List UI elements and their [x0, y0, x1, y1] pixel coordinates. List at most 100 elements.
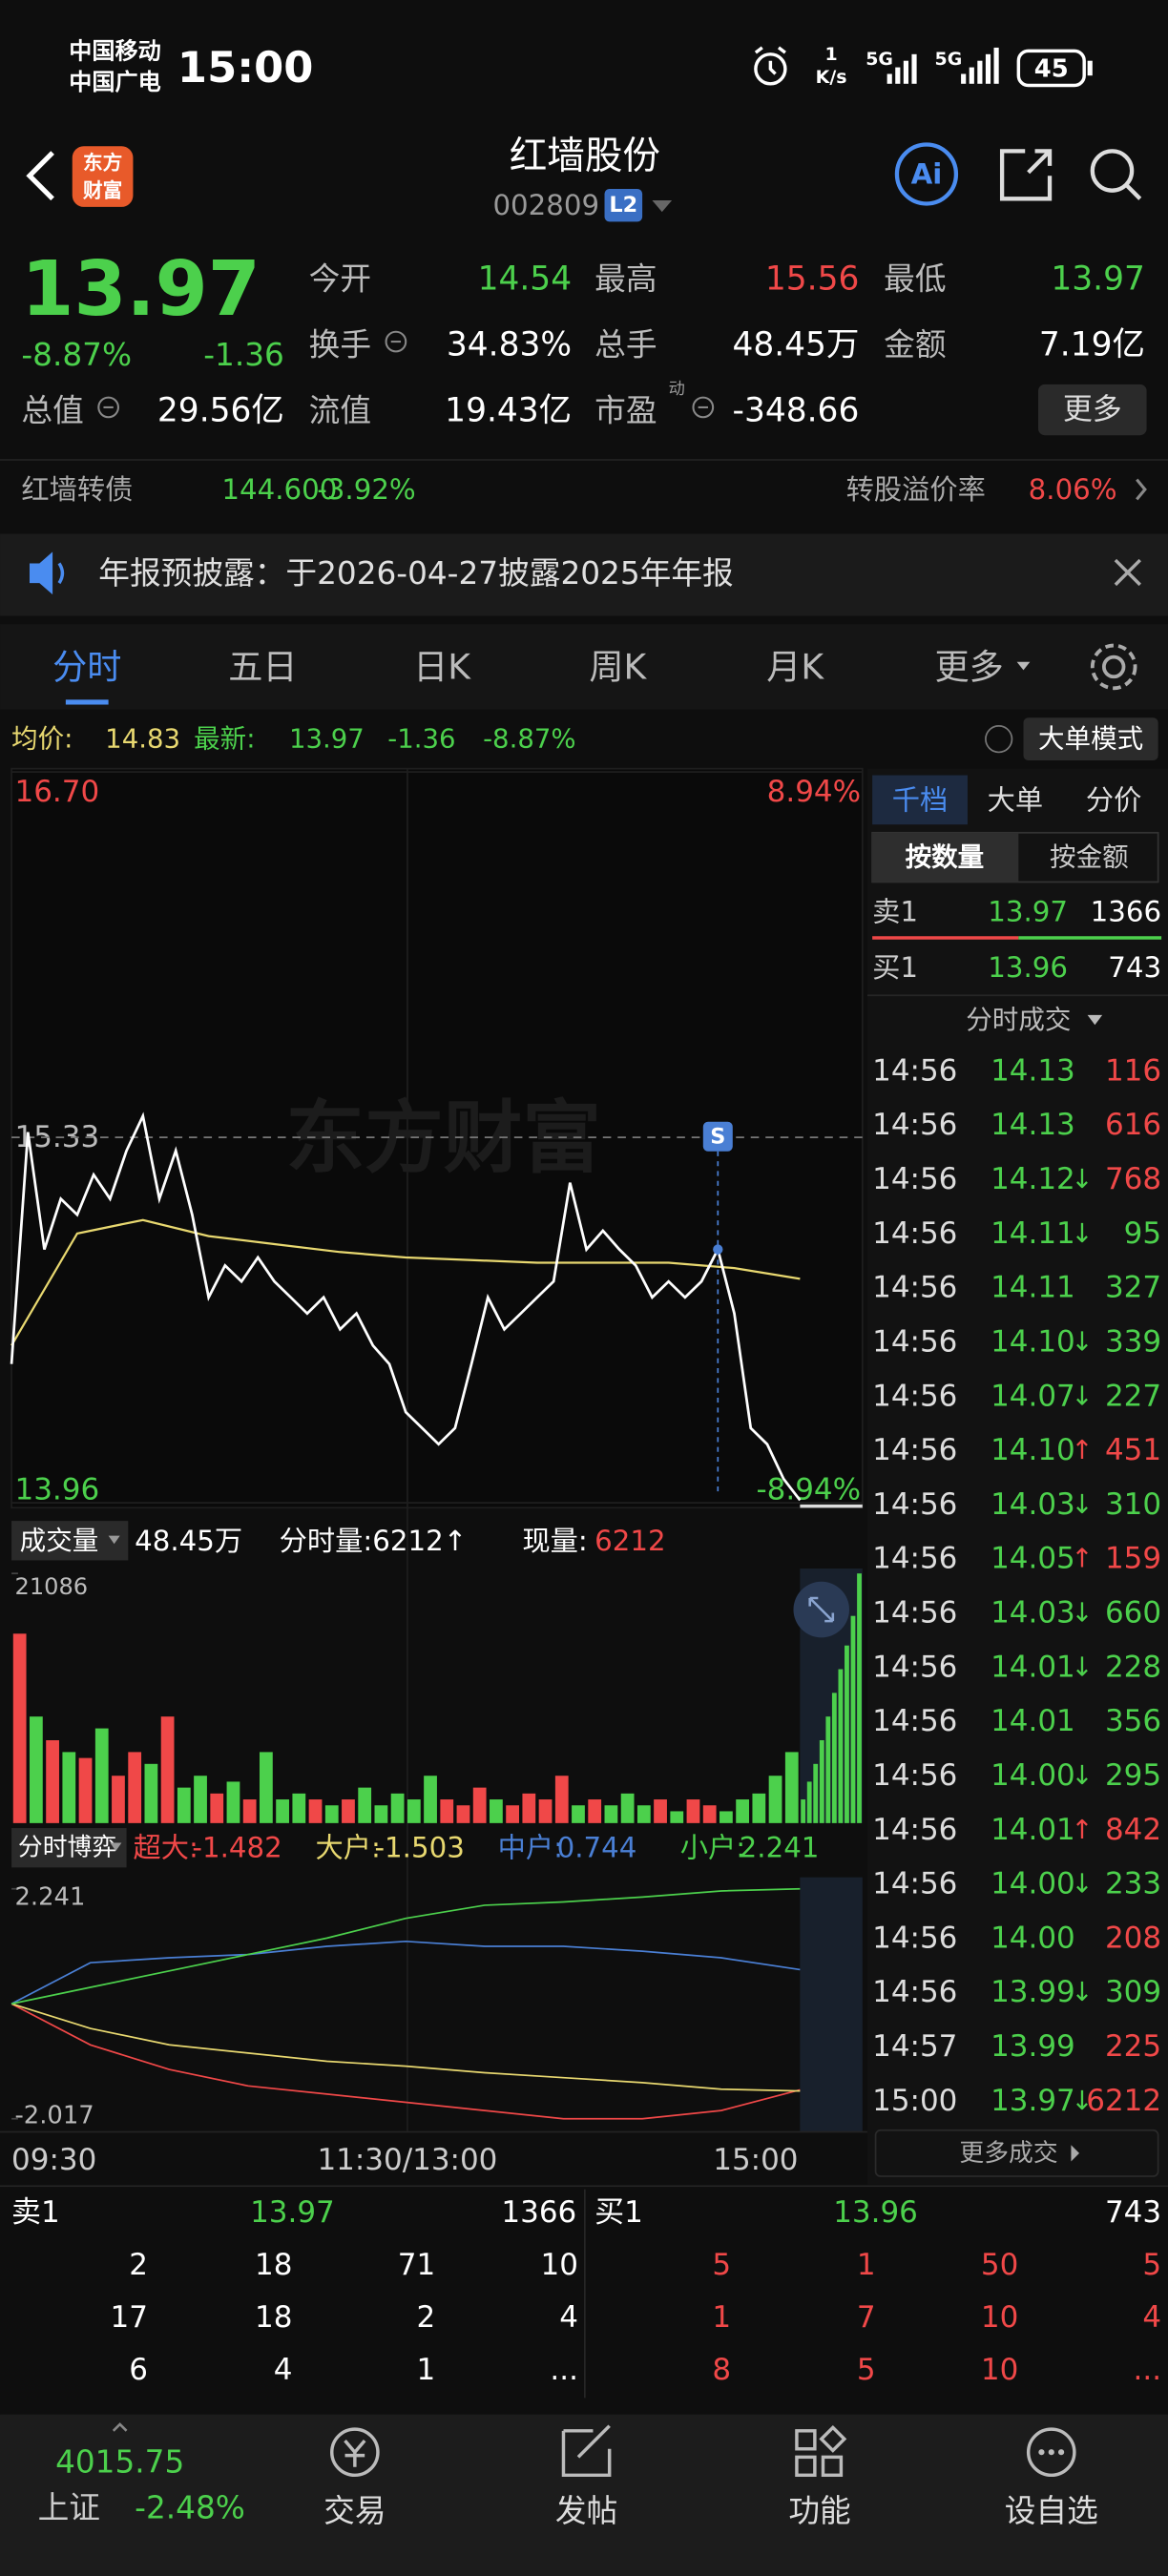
trade-price: 14.01 [991, 1813, 1075, 1847]
code-dropdown[interactable] [652, 200, 673, 213]
more-button[interactable] [1037, 384, 1147, 436]
premium-value: 8.06% [1029, 473, 1117, 506]
book-depth: 10 [541, 2248, 578, 2282]
avg-label: 均价: [11, 724, 73, 755]
tab-band [0, 624, 1168, 710]
panel-tab[interactable]: 大单 [988, 783, 1044, 816]
trade-time: 14:56 [872, 1379, 957, 1413]
more-trades-button[interactable] [874, 2129, 1159, 2177]
volume-bar [210, 1793, 224, 1823]
share-button[interactable] [999, 149, 1053, 201]
trade-volume: 116 [1105, 1053, 1161, 1088]
book-depth: 6 [129, 2353, 148, 2387]
chart-tab[interactable]: 五日 [228, 646, 297, 687]
quote-price: 13.97 [988, 895, 1068, 927]
panel-tab-active [872, 775, 968, 825]
volume-bar [177, 1787, 191, 1823]
volume-bar [342, 1799, 355, 1823]
trade-volume: 616 [1105, 1108, 1161, 1142]
nav-item[interactable]: 功能 [788, 2493, 850, 2529]
index-name: 上证 [38, 2490, 100, 2526]
logo[interactable] [72, 146, 134, 207]
trade-price: 14.03 [991, 1487, 1075, 1522]
nav-item[interactable]: 发帖 [555, 2493, 617, 2529]
volume-bar [572, 1805, 585, 1823]
volume-bar [736, 1799, 750, 1823]
chart-tab[interactable]: 更多 [935, 646, 1004, 687]
trade-time: 14:56 [872, 1053, 957, 1088]
book-label: 卖1 [11, 2195, 60, 2230]
book-depth: 17 [111, 2300, 148, 2335]
close-notice[interactable] [1114, 558, 1141, 587]
trade-direction: ↓ [1071, 1326, 1093, 1357]
mode-option[interactable]: 按金额 [1050, 842, 1129, 873]
settings-button[interactable] [1090, 643, 1137, 691]
mode-button[interactable] [1023, 717, 1158, 761]
trade-direction: ↓ [1071, 1598, 1093, 1629]
legend-name: 大户: [316, 1832, 381, 1864]
logo-text: 东方 [83, 151, 122, 174]
volume-bar [324, 1805, 339, 1823]
nav-item[interactable]: 设自选 [1005, 2493, 1098, 2529]
help-icon [985, 725, 1013, 754]
book-depth: ... [550, 2353, 578, 2387]
book-depth: 5 [712, 2248, 731, 2282]
book-depth: 10 [981, 2300, 1018, 2335]
book-depth: 18 [255, 2300, 292, 2335]
trade-direction: ↑ [1071, 1544, 1093, 1574]
search-button[interactable] [1090, 149, 1142, 200]
game-header-box[interactable] [11, 1828, 127, 1868]
trade-time: 14:56 [872, 1216, 957, 1251]
trade-time: 14:56 [872, 1324, 957, 1359]
change: -1.36 [203, 337, 284, 373]
status-icons [754, 46, 1086, 88]
volume-bar [538, 1799, 553, 1823]
trade-volume: 233 [1105, 1867, 1161, 1901]
volume-bar [374, 1805, 388, 1823]
trade-direction: ↑ [1071, 1435, 1093, 1465]
nav-icons [330, 2424, 1076, 2478]
book-depth: 2 [129, 2248, 148, 2282]
stat-label: 总值 [21, 392, 83, 428]
minute-volume: 分时量:6212↑ [280, 1525, 468, 1557]
signal-badge[interactable] [702, 1121, 733, 1152]
back-button[interactable] [26, 151, 54, 201]
legend-name: 中户: [498, 1832, 563, 1864]
trade-time: 14:56 [872, 1487, 957, 1522]
latest-change: -1.36 [387, 724, 455, 755]
book-depth: 5 [1142, 2248, 1161, 2282]
book-depth: 4 [1142, 2300, 1161, 2335]
trade-direction: ↓ [1071, 1164, 1093, 1195]
book-depth: 4 [274, 2353, 293, 2387]
chart-tab[interactable]: 日K [413, 646, 471, 687]
chart-tab[interactable]: 月K [766, 646, 824, 687]
y-tick-label: 21086 [15, 1573, 89, 1600]
mode-option[interactable]: 按数量 [906, 842, 985, 873]
nav-item[interactable]: 交易 [323, 2493, 386, 2529]
volume-bar [242, 1799, 257, 1823]
volume-bar [440, 1799, 454, 1823]
volume-header-box[interactable] [11, 1521, 129, 1561]
change-pct: -8.87% [21, 337, 132, 373]
y-tick-label: 16.70 [15, 775, 100, 809]
panel-tab[interactable]: 千档 [892, 783, 948, 816]
trade-direction: ↓ [1071, 1869, 1093, 1900]
chart-tab[interactable]: 周K [589, 646, 647, 687]
legend-value: 2.241 [740, 1832, 820, 1864]
trade-time: 14:56 [872, 1108, 957, 1142]
volume-bar [94, 1728, 109, 1823]
trade-price: 13.99 [991, 1975, 1075, 2009]
ai-button[interactable]: Ai [894, 142, 959, 206]
speaker-icon [29, 551, 53, 595]
chart-tab[interactable]: 分时 [52, 646, 121, 687]
trade-volume: 159 [1105, 1542, 1161, 1576]
bond-name: 红墙转债 [21, 473, 133, 506]
trade-time: 14:56 [872, 1271, 957, 1305]
trade-direction: ↓ [1071, 1760, 1093, 1791]
trade-price: 14.07 [991, 1379, 1075, 1413]
trade-price: 14.00 [991, 1758, 1075, 1793]
book-depth: 7 [857, 2300, 876, 2335]
panel-tab[interactable]: 分价 [1086, 783, 1142, 816]
index-value[interactable]: 4015.75 [55, 2444, 184, 2481]
book-depth: ... [1134, 2353, 1162, 2387]
